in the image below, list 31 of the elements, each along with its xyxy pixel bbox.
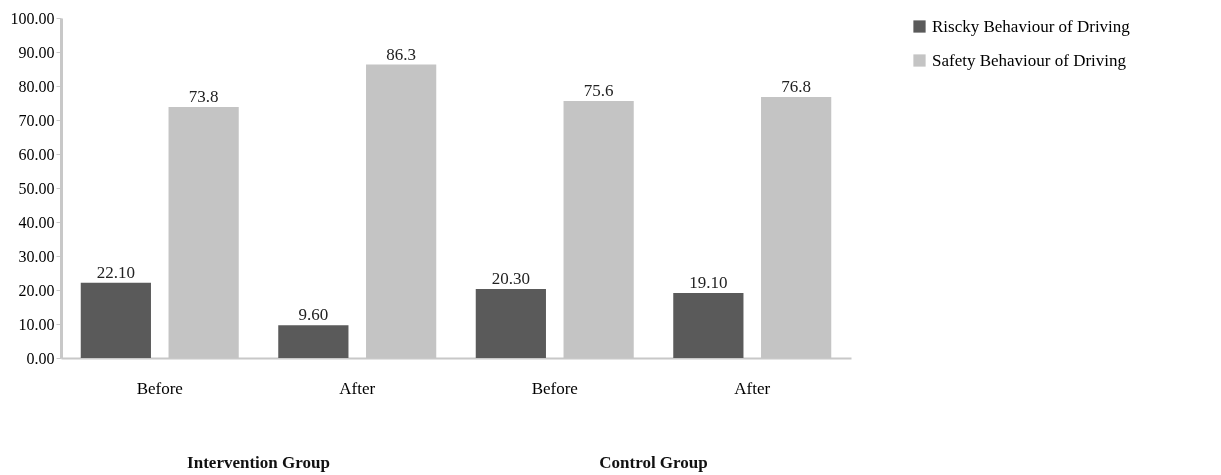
text: Control Group: [599, 453, 708, 472]
bar: [80, 282, 151, 358]
data-label: 20.30: [491, 268, 530, 288]
data-label: 76.8: [781, 76, 812, 96]
y-tick-label: 20.00: [18, 281, 55, 299]
y-tick-label: 90.00: [18, 43, 55, 61]
data-label: 75.6: [583, 80, 614, 100]
bar: [673, 293, 744, 358]
y-tick-label: 80.00: [18, 77, 55, 95]
legend-label: Safety Behaviour of Driving: [932, 50, 1127, 70]
data-label: 73.8: [188, 87, 219, 107]
y-tick-label: 70.00: [18, 111, 55, 129]
y-tick-label: 60.00: [18, 145, 55, 163]
bar: [278, 325, 349, 358]
data-label: 86.3: [386, 44, 417, 64]
legend-label: Riscky Behaviour of Driving: [932, 16, 1131, 36]
y-tick-label: 10.00: [18, 315, 55, 333]
x-tick-label: Before: [531, 378, 578, 398]
y-tick-label: 40.00: [18, 213, 55, 231]
x-tick-label: Before: [136, 378, 183, 398]
y-tick-label: 30.00: [18, 247, 55, 265]
x-tick-label: After: [734, 378, 771, 398]
y-tick-label: 100.00: [10, 9, 55, 27]
text: Intervention Group: [187, 453, 330, 472]
bar: [475, 288, 546, 358]
y-tick-label: 50.00: [18, 179, 55, 197]
data-label: 9.60: [298, 305, 329, 325]
y-tick-label: 0.00: [26, 349, 55, 367]
x-tick-label: After: [339, 378, 376, 398]
data-label: 19.10: [689, 273, 728, 293]
data-label: 22.10: [96, 262, 135, 282]
